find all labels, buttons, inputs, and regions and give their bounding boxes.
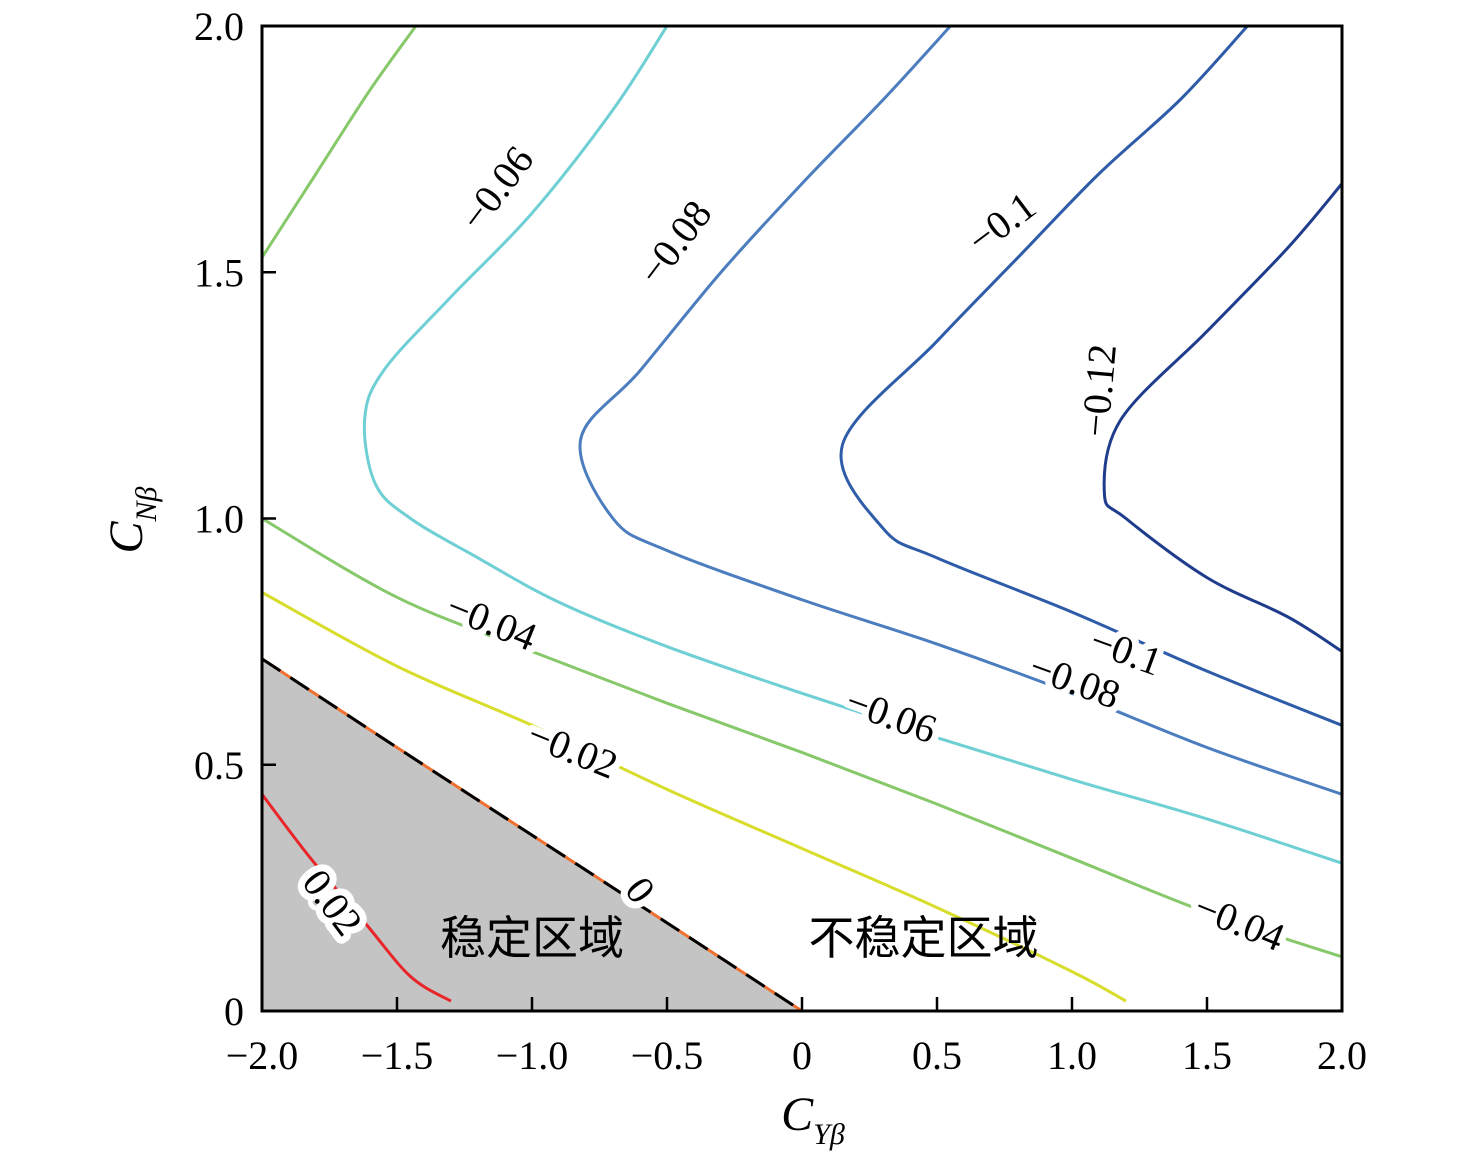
y-tick-label: 2.0 <box>194 4 244 49</box>
y-axis-title-sub: Nβ <box>130 486 163 522</box>
contour-line-minus-0p12-0 <box>1102 182 1344 653</box>
y-tick-label: 0 <box>224 989 244 1034</box>
y-tick-label: 0.5 <box>194 743 244 788</box>
contour-label-6: −0.06 <box>840 678 942 752</box>
x-tick-label: 1.5 <box>1182 1033 1232 1078</box>
contour-label-4: −0.04 <box>1188 884 1291 960</box>
contour-label-7: −0.08 <box>629 192 721 293</box>
axis-ticks-layer: −2.0 −1.5 −1.0 −0.5 0 0.5 1.0 1.5 2.0 0 0.5 1.0 1.5 2… <box>194 4 1367 1078</box>
contour-line-minus-0p04-0 <box>261 517 1343 959</box>
contour-lines-layer <box>260 24 1344 1013</box>
y-axis-title-main: C <box>100 520 153 553</box>
contour-label-11: −0.12 <box>1072 342 1125 438</box>
y-axis-title: CNβ <box>100 486 163 553</box>
x-axis-title-sub: Yβ <box>813 1118 845 1151</box>
x-tick-label: −0.5 <box>631 1033 704 1078</box>
x-tick-label: −2.0 <box>226 1033 299 1078</box>
contour-line-0p02-0 <box>260 793 452 1003</box>
x-tick-label: 2.0 <box>1317 1033 1367 1078</box>
x-tick-label: 0.5 <box>912 1033 962 1078</box>
x-tick-label: 0 <box>792 1033 812 1078</box>
contour-label-2: −0.02 <box>521 711 624 787</box>
y-tick-label: 1.0 <box>194 497 244 542</box>
region-labels-layer: 稳定区域 不稳定区域 <box>440 911 1039 965</box>
stability-boundary-dashed-line <box>261 657 803 1013</box>
contour-label-5: −0.06 <box>451 138 543 239</box>
contour-label-3: −0.04 <box>440 583 543 659</box>
contour-line-minus-0p08-0 <box>578 24 1343 796</box>
contour-line-minus-0p06-0 <box>362 25 1343 865</box>
x-axis-title-main: C <box>781 1088 814 1141</box>
stable-region-label: 稳定区域 <box>440 911 624 965</box>
contour-label-9: −0.1 <box>959 183 1044 263</box>
contour-line-minus-0p02-0 <box>261 591 1127 1003</box>
plot-area: 0.02 0−0.02−0.04−0.04−0.06−0.06−0.08−0.08… <box>194 4 1367 1078</box>
y-tick-label: 1.5 <box>194 250 244 295</box>
unstable-region-label: 不稳定区域 <box>809 911 1039 965</box>
x-tick-label: 1.0 <box>1047 1033 1097 1078</box>
contour-line-minus-0p04-1 <box>260 25 418 259</box>
x-axis-title: CYβ <box>781 1088 845 1151</box>
contour-line-minus-0p1-0 <box>839 24 1343 727</box>
x-tick-label: −1.5 <box>361 1033 434 1078</box>
x-tick-label: −1.0 <box>496 1033 569 1078</box>
